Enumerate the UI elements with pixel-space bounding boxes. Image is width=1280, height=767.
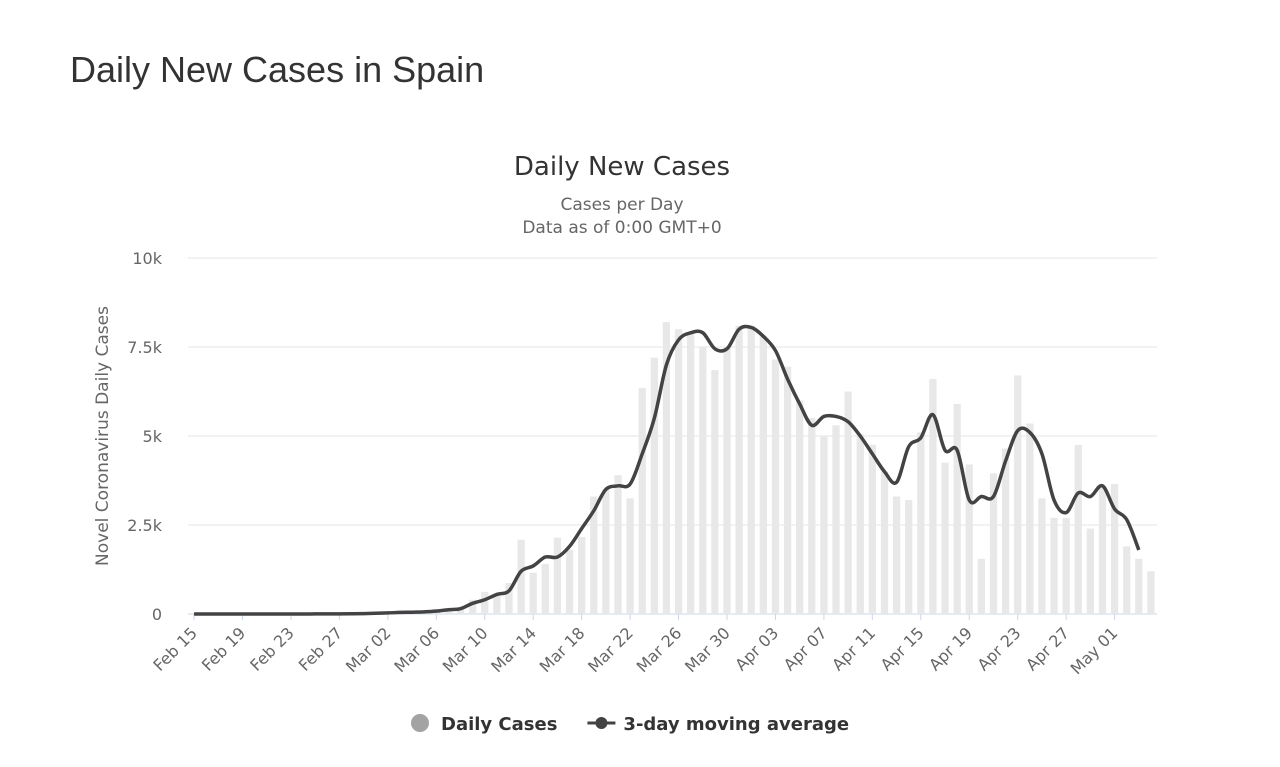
chart-title: Daily New Cases bbox=[514, 152, 730, 182]
bar bbox=[796, 400, 804, 614]
bar bbox=[1147, 571, 1155, 614]
bar bbox=[529, 572, 537, 614]
bar bbox=[638, 387, 646, 614]
bar bbox=[783, 366, 792, 614]
bar bbox=[626, 498, 634, 614]
bar bbox=[989, 473, 998, 614]
x-tick-label: Apr 27 bbox=[1022, 623, 1073, 674]
bar bbox=[699, 347, 707, 614]
y-tick-label: 2.5k bbox=[127, 516, 162, 535]
bar bbox=[565, 549, 574, 614]
bar bbox=[965, 464, 973, 614]
bar bbox=[856, 434, 864, 614]
bar bbox=[662, 322, 671, 614]
bar bbox=[456, 607, 465, 614]
bar bbox=[1123, 546, 1131, 614]
x-tick-label: Feb 27 bbox=[295, 623, 346, 674]
x-tick-label: Apr 19 bbox=[925, 623, 976, 674]
bar bbox=[1026, 423, 1034, 614]
bar bbox=[493, 593, 501, 614]
bar bbox=[1062, 517, 1070, 614]
bar bbox=[602, 489, 610, 614]
bar bbox=[1086, 528, 1095, 614]
bar bbox=[941, 462, 949, 614]
bar bbox=[481, 591, 489, 614]
bar bbox=[892, 496, 901, 614]
x-tick-label: Feb 23 bbox=[246, 623, 297, 674]
bar bbox=[614, 475, 622, 614]
y-tick-label: 0 bbox=[152, 605, 162, 624]
x-tick-label: Apr 03 bbox=[731, 623, 782, 674]
x-tick-label: Mar 30 bbox=[681, 623, 734, 676]
bar bbox=[905, 500, 913, 614]
bar bbox=[1098, 485, 1107, 614]
bar bbox=[723, 347, 731, 614]
bar bbox=[747, 325, 755, 614]
bar bbox=[735, 325, 743, 614]
chart-subtitle: Data as of 0:00 GMT+0 bbox=[522, 218, 721, 238]
bar bbox=[868, 444, 876, 614]
bar bbox=[917, 432, 925, 614]
bar bbox=[711, 370, 719, 614]
bar bbox=[953, 403, 961, 614]
x-tick-label: Apr 07 bbox=[780, 623, 831, 674]
bar bbox=[517, 539, 525, 614]
y-tick-label: 7.5k bbox=[127, 338, 162, 357]
bar bbox=[1001, 448, 1010, 614]
x-tick-label: Mar 06 bbox=[390, 623, 443, 676]
legend-symbol bbox=[411, 714, 429, 732]
bar bbox=[771, 359, 780, 614]
bar bbox=[832, 425, 840, 614]
bar bbox=[1050, 517, 1058, 614]
x-tick-label: Feb 15 bbox=[149, 623, 200, 674]
bar bbox=[1038, 498, 1046, 614]
bar bbox=[1014, 375, 1022, 614]
bar bbox=[880, 471, 889, 614]
x-tick-label: Mar 18 bbox=[536, 623, 589, 676]
bar bbox=[1135, 558, 1143, 614]
x-tick-label: Apr 23 bbox=[974, 623, 1025, 674]
x-tick-label: Mar 02 bbox=[342, 623, 395, 676]
y-tick-label: 5k bbox=[143, 427, 163, 446]
bar bbox=[929, 379, 937, 614]
bar bbox=[650, 357, 658, 614]
chart-subtitle: Cases per Day bbox=[560, 195, 683, 215]
bar bbox=[759, 336, 767, 614]
bar bbox=[674, 329, 683, 614]
bar bbox=[1074, 444, 1082, 614]
x-tick-label: Apr 11 bbox=[828, 623, 879, 674]
bar bbox=[977, 558, 986, 614]
page-title: Daily New Cases in Spain bbox=[70, 49, 484, 90]
x-tick-label: Mar 22 bbox=[584, 623, 637, 676]
legend-label: 3-day moving average bbox=[623, 714, 849, 735]
bar bbox=[469, 599, 477, 614]
bar bbox=[1110, 484, 1119, 614]
bar bbox=[553, 537, 562, 614]
y-axis-label: Novel Coronavirus Daily Cases bbox=[93, 306, 113, 566]
x-tick-label: Mar 10 bbox=[439, 623, 492, 676]
bar bbox=[541, 563, 549, 614]
y-tick-label: 10k bbox=[132, 249, 162, 268]
line bbox=[194, 324, 1141, 616]
x-tick-label: May 01 bbox=[1067, 623, 1122, 678]
x-tick-label: Feb 19 bbox=[198, 623, 249, 674]
legend-symbol bbox=[595, 717, 608, 729]
bar bbox=[578, 537, 586, 614]
bar bbox=[687, 332, 695, 614]
x-tick-label: Mar 14 bbox=[487, 623, 540, 676]
x-tick-label: Apr 15 bbox=[877, 623, 928, 674]
bar bbox=[590, 496, 598, 614]
bar bbox=[505, 583, 513, 614]
bar bbox=[808, 418, 816, 614]
bar bbox=[844, 391, 852, 614]
x-tick-label: Mar 26 bbox=[633, 623, 686, 676]
bar bbox=[820, 436, 828, 614]
bar bbox=[444, 610, 453, 614]
legend-label: Daily Cases bbox=[441, 714, 557, 735]
